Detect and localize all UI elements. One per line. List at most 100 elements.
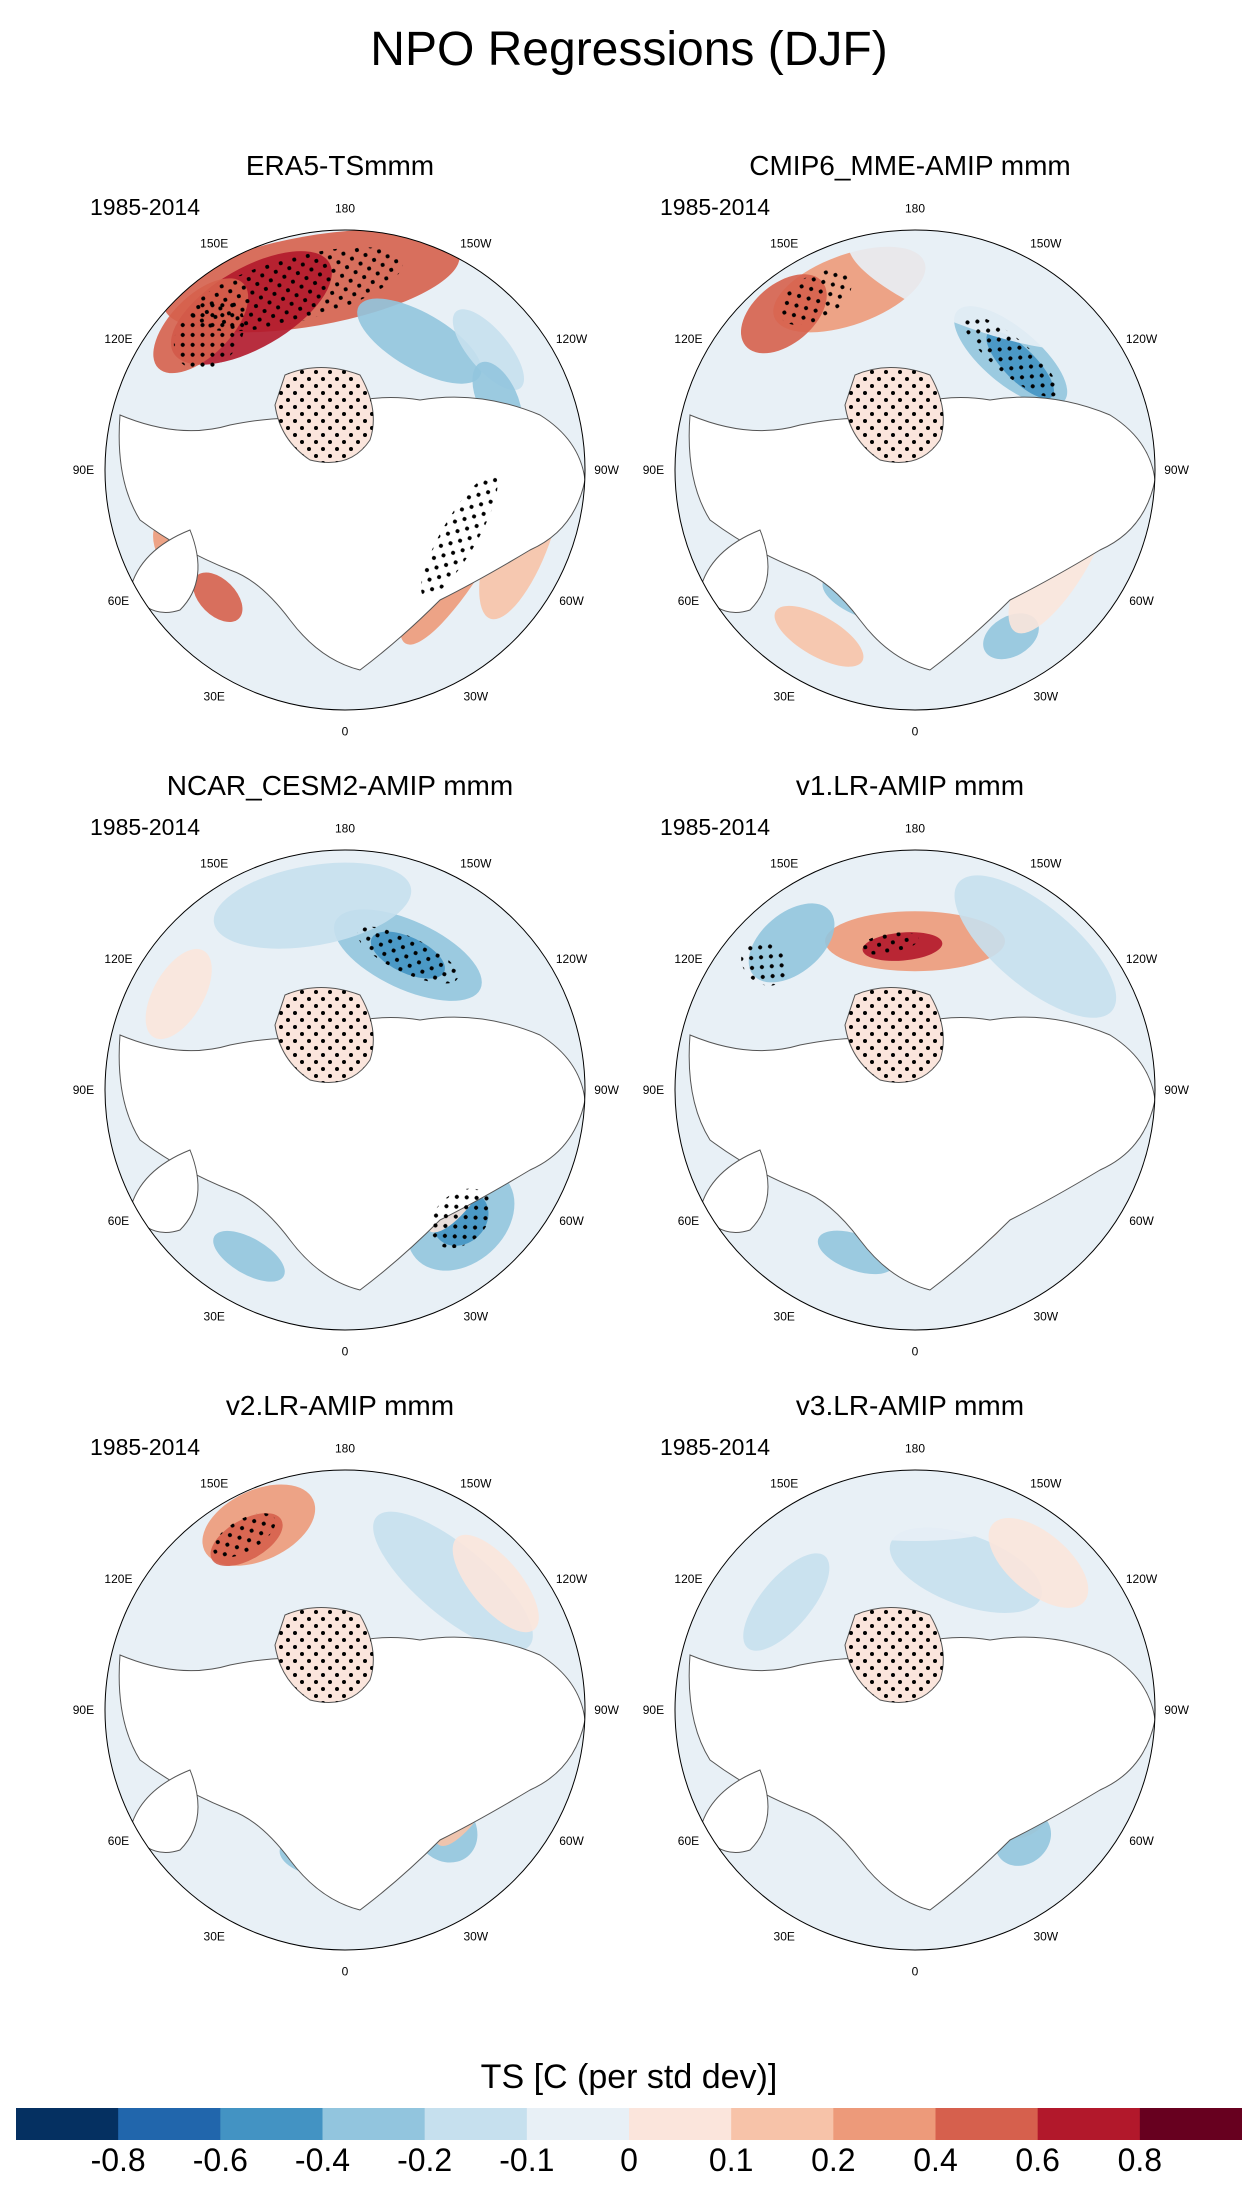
longitude-label: 30W [1033, 690, 1058, 704]
polar-map: 180 150E 120E 90E 60E 30E 0 30W 60W 90W 120W 150W [73, 821, 620, 1359]
longitude-label: 90W [1164, 463, 1189, 477]
longitude-label: 180 [335, 201, 355, 215]
longitude-label: 60E [678, 1214, 699, 1228]
longitude-label: 30W [1033, 1930, 1058, 1944]
colorbar-title: TS [C (per std dev)] [480, 2058, 778, 2096]
map-boundary [674, 849, 1156, 1331]
longitude-label: 30E [774, 690, 795, 704]
colorbar-segment [1139, 2108, 1242, 2140]
map-panel-3: NCAR_CESM2-AMIP mmm 1985-2014 180 150E 120E 9… [60, 770, 620, 1370]
longitude-label: 30E [774, 1310, 795, 1324]
longitude-label: 0 [912, 1345, 919, 1359]
anomaly-region [192, 572, 243, 623]
colorbar-segment [118, 2108, 221, 2140]
longitude-label: 150E [200, 1476, 228, 1490]
anomaly-region [848, 230, 1113, 351]
longitude-label: 0 [342, 725, 349, 739]
period-label: 1985-2014 [660, 194, 770, 220]
anomaly-region [452, 1534, 539, 1633]
anomaly-region [795, 1471, 1035, 1541]
map-panel-5: v2.LR-AMIP mmm 1985-2014 180 150E 120E 90E 60E… [60, 1390, 620, 1990]
map-panel-6: v3.LR-AMIP mmm 1985-2014 180 150E 120E 90E 60E… [630, 1390, 1190, 1990]
longitude-label: 30E [204, 1930, 225, 1944]
anomaly-region [213, 862, 412, 949]
significance-stipple [421, 474, 498, 598]
significance-stipple [275, 1607, 374, 1703]
longitude-label: 60W [1129, 1214, 1154, 1228]
longitude-label: 0 [912, 1965, 919, 1979]
longitude-label: 30E [204, 690, 225, 704]
longitude-label: 30W [463, 690, 488, 704]
significance-stipple [429, 1188, 492, 1249]
longitude-label: 150W [1030, 856, 1062, 870]
panel-title: ERA5-TSmmm [245, 150, 435, 181]
panel-title: v1.LR-AMIP mmm [795, 770, 1025, 801]
longitude-label: 120E [674, 332, 702, 346]
anomaly-region [774, 605, 864, 667]
longitude-label: 60E [108, 1834, 129, 1848]
land-mass [129, 1769, 199, 1853]
anomaly-region [373, 1511, 533, 1651]
polar-map: 180 150E 120E 90E 60E 30E 0 30W 60W 90W 120W 150W [73, 1441, 620, 1979]
period-label: 1985-2014 [660, 814, 770, 840]
colorbar-segment [220, 2108, 323, 2140]
anomaly-region [452, 309, 525, 391]
longitude-label: 120W [1126, 332, 1158, 346]
land-mass [129, 1149, 199, 1233]
significance-stipple [910, 1621, 920, 1631]
colorbar-segment [322, 2108, 426, 2140]
longitude-label: 150W [460, 856, 492, 870]
longitude-label: 120W [1126, 1572, 1158, 1586]
significance-stipple [212, 1513, 276, 1558]
longitude-label: 180 [335, 821, 355, 835]
longitude-label: 60W [559, 1214, 584, 1228]
map-boundary [674, 229, 1156, 711]
longitude-label: 0 [342, 1965, 349, 1979]
longitude-label: 90E [73, 463, 94, 477]
longitude-label: 90E [643, 1083, 664, 1097]
significance-stipple [845, 987, 944, 1083]
significance-stipple [859, 932, 919, 955]
significance-stipple [275, 987, 374, 1083]
colorbar-segment [16, 2108, 119, 2140]
longitude-label: 150E [770, 1476, 798, 1490]
colorbar-segment [629, 2108, 732, 2140]
longitude-label: 60W [1129, 594, 1154, 608]
significance-stipple [275, 367, 374, 463]
colorbar [16, 2108, 1242, 2140]
colorbar-tick-label: -0.6 [192, 2142, 248, 2178]
longitude-label: 90W [594, 463, 619, 477]
longitude-label: 90E [73, 1703, 94, 1717]
panel-title: v2.LR-AMIP mmm [225, 1390, 455, 1421]
period-label: 1985-2014 [90, 1434, 200, 1460]
longitude-label: 90E [73, 1083, 94, 1097]
longitude-label: 120E [674, 952, 702, 966]
anomaly-region [213, 1230, 285, 1282]
longitude-label: 120W [1126, 952, 1158, 966]
period-label: 1985-2014 [90, 814, 200, 840]
anomaly-region [357, 298, 482, 384]
longitude-label: 30E [774, 1930, 795, 1944]
panel-title: NCAR_CESM2-AMIP mmm [166, 770, 514, 801]
longitude-label: 150W [460, 1476, 492, 1490]
longitude-label: 0 [912, 725, 919, 739]
longitude-label: 150E [770, 236, 798, 250]
colorbar-segment [731, 2108, 834, 2140]
significance-stipple [779, 269, 852, 326]
panel-title: v3.LR-AMIP mmm [795, 1390, 1025, 1421]
longitude-label: 0 [342, 1345, 349, 1359]
longitude-label: 30W [463, 1310, 488, 1324]
map-boundary [104, 229, 586, 711]
polar-map: 180 150E 120E 90E 60E 30E 0 30W 60W 90W 120W 150W [643, 1441, 1190, 1979]
panel-title: CMIP6_MME-AMIP mmm [749, 150, 1071, 181]
longitude-label: 90W [1164, 1703, 1189, 1717]
longitude-label: 120W [556, 1572, 588, 1586]
longitude-label: 90W [594, 1703, 619, 1717]
longitude-label: 60E [678, 594, 699, 608]
longitude-label: 30E [204, 1310, 225, 1324]
period-label: 1985-2014 [660, 1434, 770, 1460]
colorbar-tick-label: -0.1 [499, 2142, 555, 2178]
significance-stipple [963, 315, 1059, 397]
colorbar-tick-label: 0.6 [1015, 2142, 1060, 2178]
map-panel-4: v1.LR-AMIP mmm 1985-2014 180 150E 120E 90E 60E… [630, 770, 1190, 1370]
